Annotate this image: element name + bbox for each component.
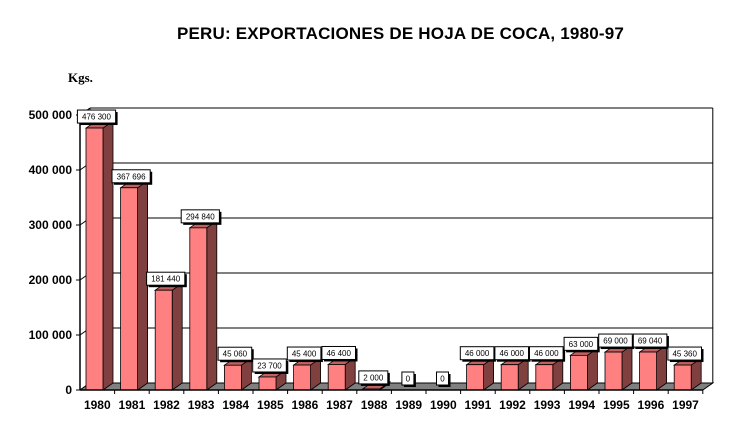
y-tick-labels: 0 100 000 200 000 300 000 400 000 500 000 (29, 108, 73, 397)
chart-title: PERU: EXPORTACIONES DE HOJA DE COCA, 198… (176, 24, 625, 43)
data-label-box (146, 271, 186, 286)
data-label-box (321, 345, 356, 360)
x-tick-label: 1988 (361, 398, 388, 412)
bar (604, 351, 623, 391)
data-label: 46 400 (326, 349, 351, 358)
data-label-box (667, 346, 703, 361)
bar (258, 376, 277, 391)
bar (120, 187, 138, 391)
x-tick-label: 1990 (430, 398, 457, 412)
x-tick-label: 1987 (326, 398, 353, 412)
bar (85, 127, 104, 391)
data-label: 46 000 (499, 349, 524, 358)
data-label: 0 (406, 375, 411, 384)
data-label: 46 000 (465, 349, 490, 358)
data-label-box (217, 346, 253, 361)
bar-side (621, 344, 633, 391)
data-label: 476 300 (82, 113, 111, 122)
x-tick-label: 1991 (465, 398, 492, 412)
x-tick-label: 1980 (84, 398, 111, 412)
data-label: 69 040 (638, 337, 663, 346)
bars (84, 120, 703, 391)
bar-side (206, 220, 218, 391)
y-tick-label: 200 000 (29, 273, 73, 287)
data-label: 23 700 (257, 361, 282, 370)
data-label-box (436, 371, 449, 386)
x-tick-label: 1993 (534, 398, 561, 412)
bar (639, 351, 657, 391)
data-label-box (358, 370, 389, 385)
bar (570, 354, 588, 391)
bar-side (137, 179, 149, 391)
data-label-box (598, 333, 633, 348)
data-label-box (111, 169, 151, 184)
bar (223, 364, 242, 391)
bar (673, 364, 692, 391)
data-label: 0 (440, 375, 445, 384)
y-tick-label: 100 000 (29, 328, 73, 342)
x-tick-label: 1984 (222, 398, 249, 412)
y-tick-label: 0 (65, 383, 72, 397)
bar (189, 227, 208, 391)
data-label-box (286, 346, 322, 361)
data-label-box (632, 333, 668, 348)
x-tick-label: 1981 (119, 398, 146, 412)
data-label: 45 060 (223, 350, 248, 359)
data-label: 181 440 (151, 275, 180, 284)
bar (500, 364, 519, 391)
bar (293, 364, 312, 391)
x-tick-label: 1982 (153, 398, 180, 412)
data-label: 2 000 (363, 373, 384, 382)
data-label: 63 000 (569, 340, 594, 349)
x-tick-label: 1994 (568, 398, 595, 412)
data-label: 367 696 (117, 172, 146, 181)
data-label: 69 000 (603, 337, 628, 346)
bar-side (656, 344, 667, 391)
x-tick-label: 1997 (672, 398, 699, 412)
bar-side (102, 120, 114, 391)
data-label: 45 400 (292, 350, 317, 359)
x-tick-label: 1996 (638, 398, 665, 412)
y-tick-label: 300 000 (29, 218, 73, 232)
x-tick-label: 1986 (292, 398, 319, 412)
data-label-box (76, 109, 117, 124)
x-tick-label: 1983 (188, 398, 215, 412)
data-label-box (494, 346, 529, 361)
y-axis-label: Kgs. (68, 70, 93, 85)
y-tick-label: 400 000 (29, 163, 73, 177)
axes (76, 114, 704, 394)
data-label-box (401, 371, 415, 386)
bar (466, 364, 485, 391)
x-tick-label: 1985 (257, 398, 284, 412)
y-tick-label: 500 000 (29, 108, 73, 122)
data-label: 46 000 (534, 349, 559, 358)
x-tick-label: 1989 (395, 398, 422, 412)
bar (327, 364, 346, 391)
data-label-box (529, 346, 564, 361)
x-tick-label: 1995 (603, 398, 630, 412)
data-label-box (459, 346, 495, 361)
data-label-box (563, 336, 599, 351)
data-label-box (252, 358, 287, 373)
data-label: 45 360 (672, 350, 697, 359)
data-label: 294 840 (186, 212, 215, 221)
bar-side (171, 282, 183, 391)
data-labels: 476 300 367 696 181 440 294 840 45 060 23 700… (76, 109, 704, 387)
data-label-box (180, 209, 220, 224)
x-tick-label: 1992 (499, 398, 526, 412)
x-tick-labels: 1980 1981 1982 1983 1984 1985 1986 1987 1988 1989… (84, 398, 699, 412)
bar (154, 289, 173, 391)
bar (535, 364, 554, 391)
